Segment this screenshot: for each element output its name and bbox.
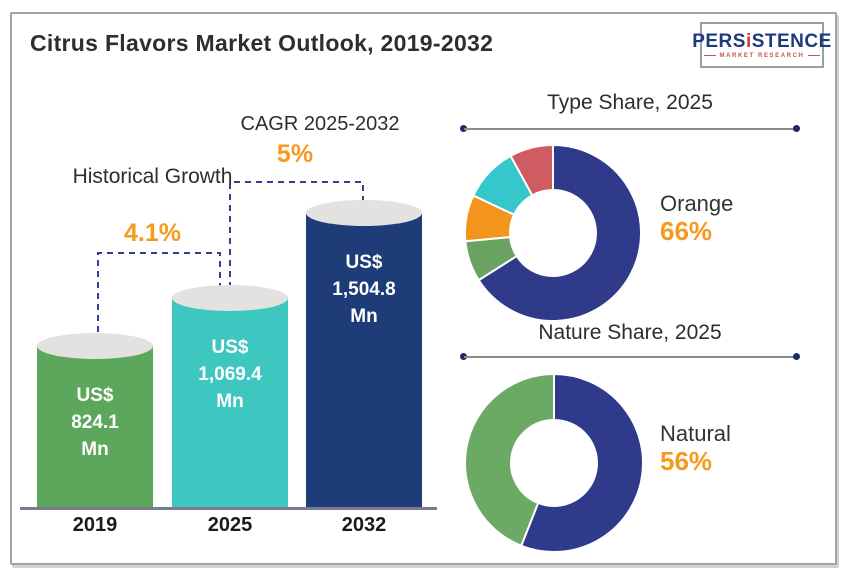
- orange-share-label: Orange: [660, 191, 734, 216]
- brand-red-i: i: [745, 30, 752, 52]
- bar-body: [306, 213, 422, 508]
- orange-share-value: 66%: [660, 216, 713, 246]
- bar-value-label: US$ 1,504.8 Mn: [332, 252, 396, 328]
- donut-segment-orange: [477, 143, 642, 322]
- x-axis-line: [20, 507, 437, 510]
- divider-dot-icon: [793, 125, 800, 132]
- year-label-2025: 2025: [207, 514, 253, 536]
- section-title-nature-share: Nature Share, 2025: [538, 321, 722, 344]
- historical-growth-label: Historical Growth: [72, 165, 233, 188]
- divider-rule: [464, 128, 796, 130]
- bar-body: [172, 298, 288, 508]
- year-label-2019: 2019: [72, 514, 118, 536]
- cylinder-top-ellipse: [172, 285, 288, 312]
- divider-type-share: [460, 125, 800, 133]
- divider-dot-icon: [460, 353, 467, 360]
- historical-growth-value: 4.1%: [124, 219, 181, 247]
- cylinder-bar-2019: US$ 824.1 Mn: [37, 333, 153, 508]
- cagr-value: 5%: [276, 140, 314, 168]
- bar-value-label: US$ 824.1 Mn: [71, 385, 119, 461]
- divider-rule: [464, 356, 796, 358]
- cylinder-top-ellipse: [306, 200, 422, 227]
- natural-share-label: Natural: [660, 421, 731, 446]
- brand-logo: PERSiSTENCE MARKET RESEARCH: [692, 22, 831, 68]
- divider-dot-icon: [793, 353, 800, 360]
- bar-value-label: US$ 1,069.4 Mn: [198, 337, 262, 413]
- brand-name: PERSiSTENCE: [692, 30, 832, 52]
- page-title: Citrus Flavors Market Outlook, 2019-2032: [30, 30, 494, 56]
- cylinder-bar-2032: US$ 1,504.8 Mn: [306, 200, 422, 508]
- donut-chart-type-share: [464, 143, 642, 322]
- tagline-rule-right: [807, 55, 820, 56]
- brand-tagline: MARKET RESEARCH: [704, 53, 820, 59]
- donut-chart-nature-share: [464, 372, 644, 553]
- cylinder-top-ellipse: [37, 333, 153, 360]
- cagr-label: CAGR 2025-2032: [240, 113, 400, 135]
- cylinder-bar-2025: US$ 1,069.4 Mn: [172, 285, 288, 508]
- section-title-type-share: Type Share, 2025: [547, 91, 713, 114]
- divider-dot-icon: [460, 125, 467, 132]
- donut-segment-natural: [519, 372, 644, 553]
- natural-share-value: 56%: [660, 446, 713, 476]
- year-label-2032: 2032: [341, 514, 387, 536]
- donut-segment: [464, 372, 555, 548]
- tagline-rule-left: [704, 55, 717, 56]
- divider-nature-share: [460, 353, 800, 361]
- bar-body: [37, 346, 153, 508]
- donut-segment: [509, 143, 554, 197]
